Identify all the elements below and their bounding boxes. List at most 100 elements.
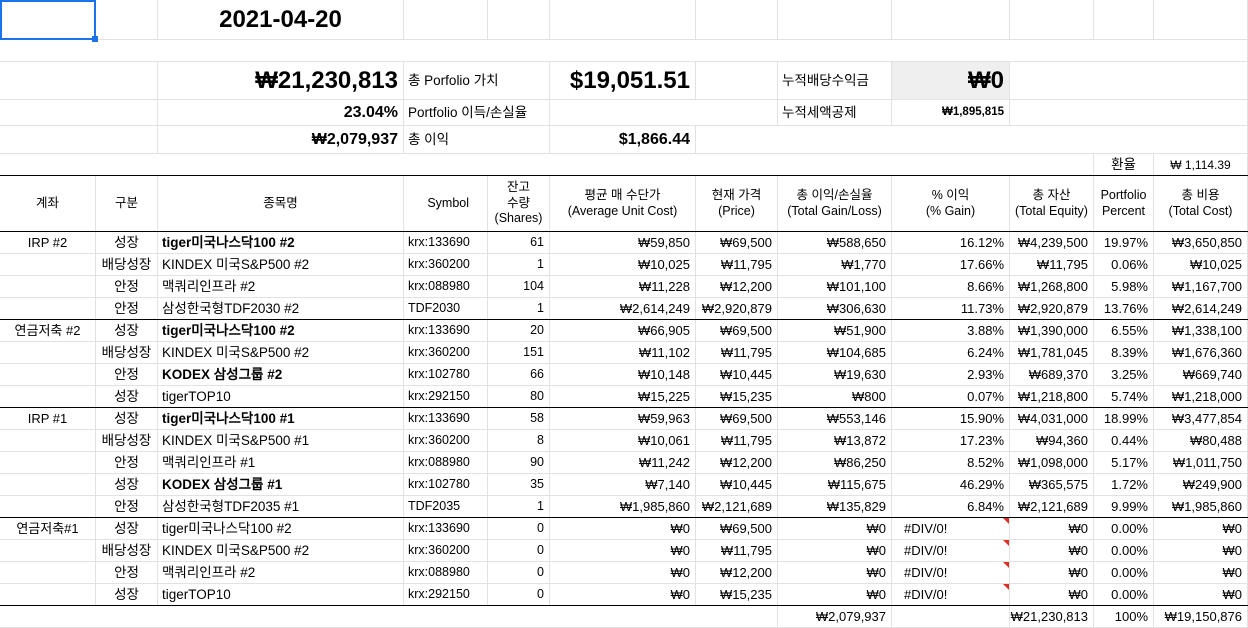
cell-cost[interactable]: ₩249,900 bbox=[1154, 474, 1248, 496]
cell-symbol[interactable]: krx:133690 bbox=[404, 320, 488, 342]
totals-pct-blank[interactable] bbox=[892, 606, 1010, 628]
cell-j1[interactable] bbox=[1010, 0, 1094, 40]
cell-pct[interactable]: 46.29% bbox=[892, 474, 1010, 496]
cell-symbol[interactable]: TDF2035 bbox=[404, 496, 488, 518]
cell-cost[interactable]: ₩1,985,860 bbox=[1154, 496, 1248, 518]
cell-cost[interactable]: ₩1,218,000 bbox=[1154, 386, 1248, 408]
cell-k1[interactable] bbox=[1094, 0, 1154, 40]
cell-portfolio[interactable]: 0.00% bbox=[1094, 562, 1154, 584]
account-label[interactable] bbox=[0, 562, 96, 584]
category-label[interactable]: 안정 bbox=[96, 276, 158, 298]
cell-symbol[interactable]: krx:360200 bbox=[404, 430, 488, 452]
cell-shares[interactable]: 151 bbox=[488, 342, 550, 364]
total-value-label[interactable]: 총 Porfolio 가치 bbox=[404, 62, 550, 100]
cell-pct[interactable]: 17.66% bbox=[892, 254, 1010, 276]
stock-name[interactable]: KODEX 삼성그룹 #2 bbox=[158, 364, 404, 386]
cell-price[interactable]: ₩12,200 bbox=[696, 452, 778, 474]
account-label[interactable] bbox=[0, 496, 96, 518]
cell-shares[interactable]: 66 bbox=[488, 364, 550, 386]
stock-name[interactable]: tigerTOP10 bbox=[158, 584, 404, 606]
cell-equity[interactable]: ₩0 bbox=[1010, 540, 1094, 562]
cell-portfolio[interactable]: 1.72% bbox=[1094, 474, 1154, 496]
cell-portfolio[interactable]: 5.17% bbox=[1094, 452, 1154, 474]
stock-name[interactable]: tigerTOP10 bbox=[158, 386, 404, 408]
account-label[interactable] bbox=[0, 276, 96, 298]
header-symbol[interactable]: Symbol bbox=[404, 176, 488, 232]
total-value-usd[interactable]: $19,051.51 bbox=[550, 62, 696, 100]
account-label[interactable]: 연금저축#1 bbox=[0, 518, 96, 540]
stock-name[interactable]: 맥쿼리인프라 #2 bbox=[158, 562, 404, 584]
category-label[interactable]: 배당성장 bbox=[96, 540, 158, 562]
header-type[interactable]: 구분 bbox=[96, 176, 158, 232]
cell-equity[interactable]: ₩4,031,000 bbox=[1010, 408, 1094, 430]
cell-cost[interactable]: ₩1,167,700 bbox=[1154, 276, 1248, 298]
cell-price[interactable]: ₩11,795 bbox=[696, 430, 778, 452]
cell-avg[interactable]: ₩59,963 bbox=[550, 408, 696, 430]
total-gain-usd[interactable]: $1,866.44 bbox=[550, 126, 696, 154]
cell-avg[interactable]: ₩10,148 bbox=[550, 364, 696, 386]
cell-avg[interactable]: ₩7,140 bbox=[550, 474, 696, 496]
cell-portfolio[interactable]: 8.39% bbox=[1094, 342, 1154, 364]
cell-shares[interactable]: 8 bbox=[488, 430, 550, 452]
cell-pct[interactable]: #DIV/0! bbox=[892, 584, 1010, 606]
totals-blank[interactable] bbox=[0, 606, 778, 628]
cell-portfolio[interactable]: 6.55% bbox=[1094, 320, 1154, 342]
cell-price[interactable]: ₩69,500 bbox=[696, 518, 778, 540]
cell-pct[interactable]: #DIV/0! bbox=[892, 540, 1010, 562]
category-label[interactable]: 안정 bbox=[96, 562, 158, 584]
stock-name[interactable]: 삼성한국형TDF2030 #2 bbox=[158, 298, 404, 320]
cell-pct[interactable]: 8.52% bbox=[892, 452, 1010, 474]
cell-price[interactable]: ₩11,795 bbox=[696, 254, 778, 276]
cell-equity[interactable]: ₩1,781,045 bbox=[1010, 342, 1094, 364]
account-label[interactable] bbox=[0, 452, 96, 474]
cell-price[interactable]: ₩69,500 bbox=[696, 320, 778, 342]
gain-percent[interactable]: 23.04% bbox=[158, 100, 404, 126]
cell-price[interactable]: ₩12,200 bbox=[696, 562, 778, 584]
cell-price[interactable]: ₩2,121,689 bbox=[696, 496, 778, 518]
cell-cost[interactable]: ₩10,025 bbox=[1154, 254, 1248, 276]
cell-symbol[interactable]: krx:102780 bbox=[404, 364, 488, 386]
cell-avg[interactable]: ₩59,850 bbox=[550, 232, 696, 254]
cell-pct[interactable]: 15.90% bbox=[892, 408, 1010, 430]
cell-j4[interactable] bbox=[1010, 100, 1248, 126]
cell-shares[interactable]: 1 bbox=[488, 254, 550, 276]
account-label[interactable]: 연금저축 #2 bbox=[0, 320, 96, 342]
category-label[interactable]: 성장 bbox=[96, 408, 158, 430]
cell-price[interactable]: ₩69,500 bbox=[696, 232, 778, 254]
cell-gain[interactable]: ₩86,250 bbox=[778, 452, 892, 474]
cell-pct[interactable]: 11.73% bbox=[892, 298, 1010, 320]
account-label[interactable]: IRP #1 bbox=[0, 408, 96, 430]
cell-equity[interactable]: ₩1,098,000 bbox=[1010, 452, 1094, 474]
cell-price[interactable]: ₩11,795 bbox=[696, 342, 778, 364]
total-value-krw[interactable]: ₩21,230,813 bbox=[158, 62, 404, 100]
category-label[interactable]: 성장 bbox=[96, 474, 158, 496]
cell-symbol[interactable]: krx:133690 bbox=[404, 232, 488, 254]
cell-d1[interactable] bbox=[404, 0, 488, 40]
cell-h1[interactable] bbox=[778, 0, 892, 40]
cell-avg[interactable]: ₩0 bbox=[550, 540, 696, 562]
cell-symbol[interactable]: krx:292150 bbox=[404, 386, 488, 408]
cell-gain[interactable]: ₩135,829 bbox=[778, 496, 892, 518]
cell-portfolio[interactable]: 18.99% bbox=[1094, 408, 1154, 430]
cell-portfolio[interactable]: 5.74% bbox=[1094, 386, 1154, 408]
cell-price[interactable]: ₩10,445 bbox=[696, 474, 778, 496]
cell-f4[interactable] bbox=[550, 100, 778, 126]
cell-price[interactable]: ₩10,445 bbox=[696, 364, 778, 386]
cell-avg[interactable]: ₩15,225 bbox=[550, 386, 696, 408]
cell-equity[interactable]: ₩365,575 bbox=[1010, 474, 1094, 496]
cell-pct[interactable]: 16.12% bbox=[892, 232, 1010, 254]
cell-gain[interactable]: ₩0 bbox=[778, 584, 892, 606]
cell-cost[interactable]: ₩0 bbox=[1154, 540, 1248, 562]
totals-equity[interactable]: ₩21,230,813 bbox=[1010, 606, 1094, 628]
header-shares[interactable]: 잔고 수량 (Shares) bbox=[488, 176, 550, 232]
cell-gain[interactable]: ₩51,900 bbox=[778, 320, 892, 342]
cell-cost[interactable]: ₩1,011,750 bbox=[1154, 452, 1248, 474]
cell-g3[interactable] bbox=[696, 62, 778, 100]
cell-symbol[interactable]: krx:088980 bbox=[404, 562, 488, 584]
cell-gain[interactable]: ₩13,872 bbox=[778, 430, 892, 452]
cell-a5[interactable] bbox=[0, 126, 158, 154]
header-price[interactable]: 현재 가격 (Price) bbox=[696, 176, 778, 232]
account-label[interactable] bbox=[0, 254, 96, 276]
cell-portfolio[interactable]: 9.99% bbox=[1094, 496, 1154, 518]
cell-symbol[interactable]: krx:133690 bbox=[404, 518, 488, 540]
